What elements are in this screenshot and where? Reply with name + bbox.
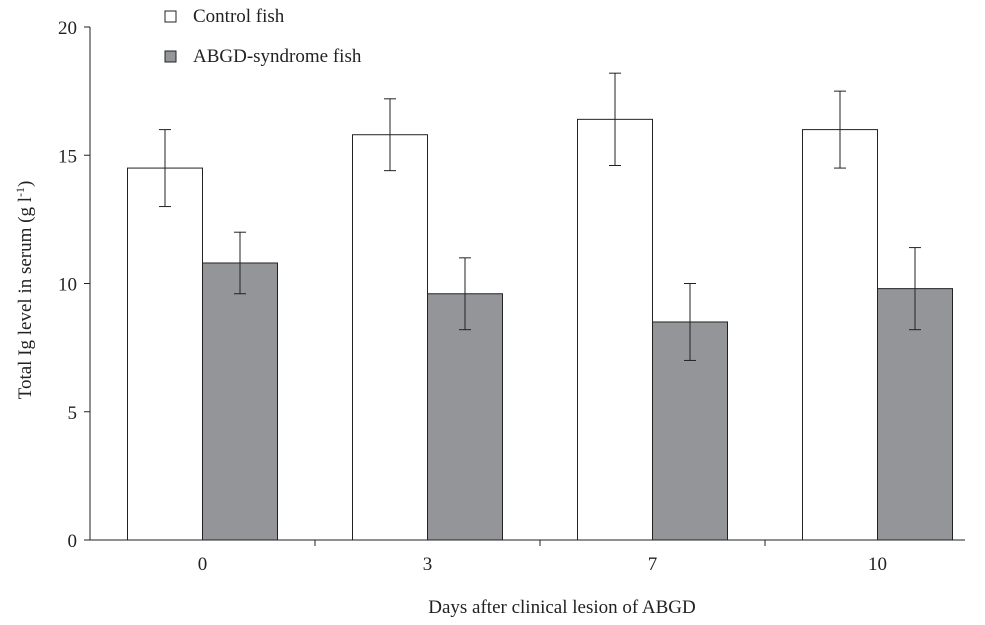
y-tick-label: 15: [58, 146, 77, 167]
y-tick-label: 0: [68, 531, 78, 552]
legend-swatch-control: [164, 10, 177, 23]
bars-group: [127, 118, 953, 541]
y-tick-label: 10: [58, 275, 77, 296]
legend: Control fish ABGD-syndrome fish: [164, 6, 362, 67]
y-axis-title: Total Ig level in serum (g l-1): [13, 181, 36, 400]
legend-swatch-abgd: [164, 50, 177, 63]
x-tick-label: 10: [868, 554, 887, 575]
bar-control: [127, 167, 203, 541]
bar-control: [577, 118, 653, 541]
bar-abgd: [877, 288, 953, 541]
x-tick-label: 3: [423, 554, 433, 575]
tick-labels-group: 0 5 10 15 20 0 3 7 10: [58, 18, 887, 575]
error-bars-group: [159, 72, 921, 361]
x-tick-label: 0: [198, 554, 208, 575]
x-axis-title: Days after clinical lesion of ABGD: [428, 597, 696, 618]
bar-control: [802, 129, 878, 541]
y-tick-label: 20: [58, 18, 77, 39]
bar-control: [352, 134, 428, 541]
legend-label-control: Control fish: [193, 6, 285, 27]
bar-abgd: [202, 262, 278, 541]
legend-label-abgd: ABGD-syndrome fish: [193, 46, 362, 67]
bar-abgd: [427, 293, 503, 541]
y-tick-label: 5: [68, 403, 78, 424]
x-tick-label: 7: [648, 554, 658, 575]
